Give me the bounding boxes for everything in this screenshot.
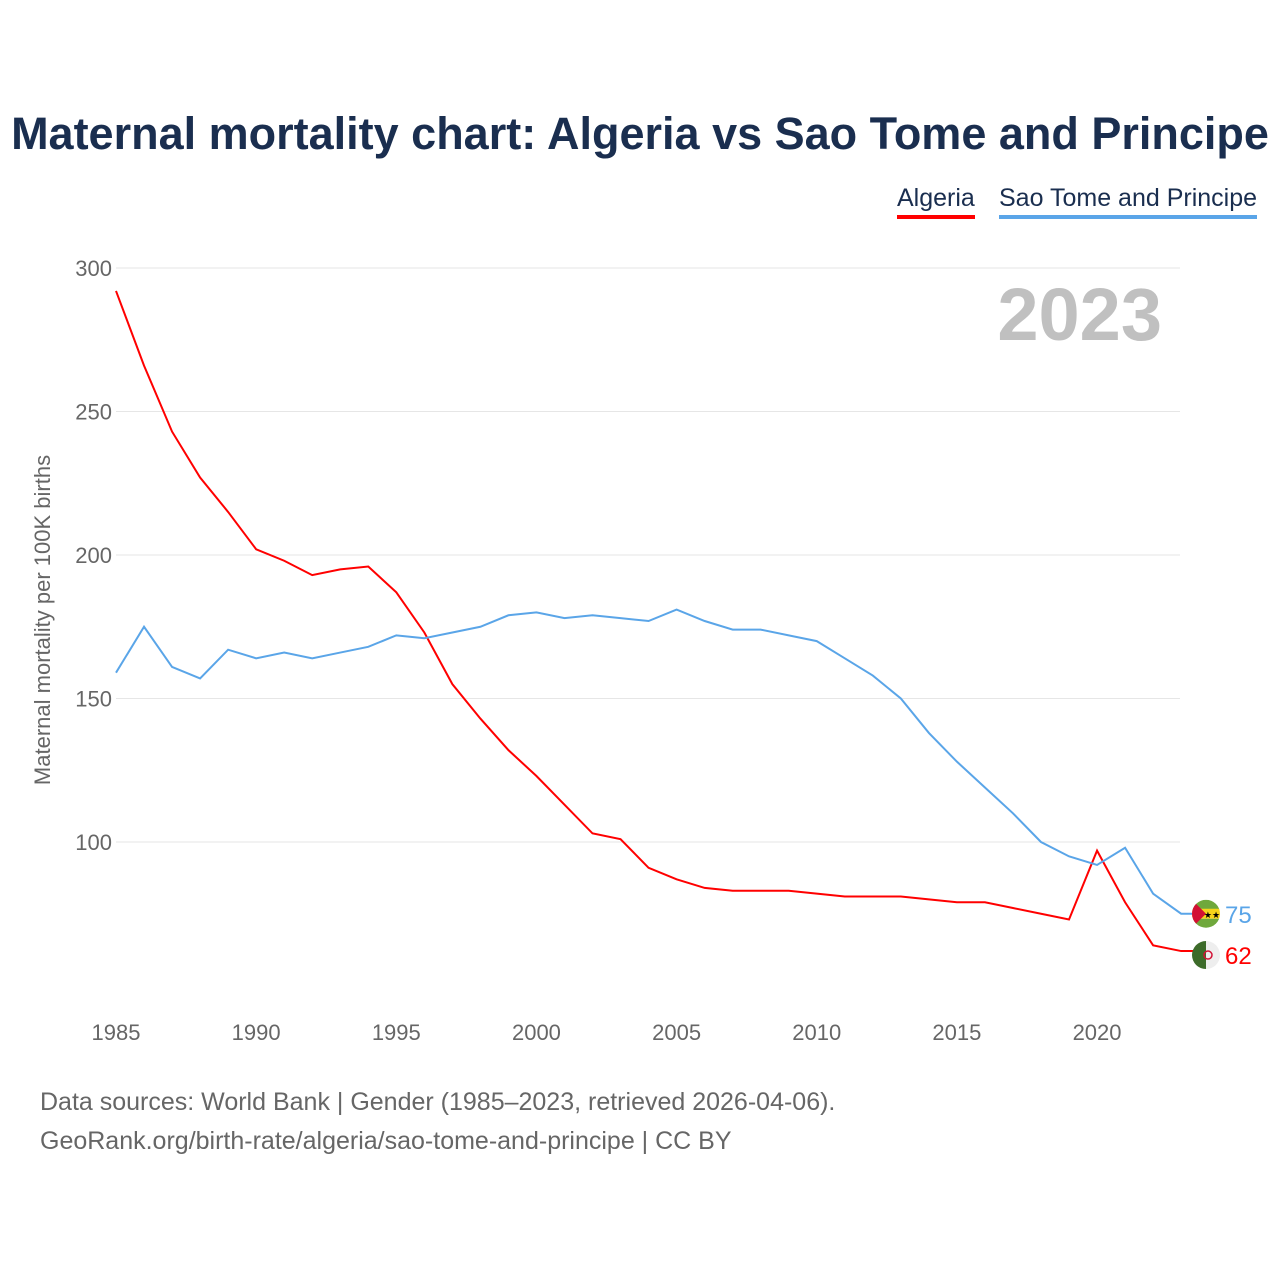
x-tick-label: 1985 (92, 1020, 141, 1045)
y-tick-label: 300 (75, 256, 112, 281)
chart-title: Maternal mortality chart: Algeria vs Sao… (11, 108, 1269, 159)
end-value-label: 75 (1225, 902, 1252, 929)
x-tick-label: 2015 (932, 1020, 981, 1045)
y-tick-label: 250 (75, 400, 112, 425)
x-tick-label: 2010 (792, 1020, 841, 1045)
series-line-algeria (115, 290, 1200, 953)
legend-sao-tome[interactable]: Sao Tome and Principe (999, 184, 1258, 219)
source-line-2[interactable]: GeoRank.org/birth-rate/algeria/sao-tome-… (40, 1127, 732, 1155)
algeria-flag-icon (1192, 941, 1220, 970)
y-axis-label: Maternal mortality per 100K births (30, 455, 55, 785)
x-tick-label: 1990 (232, 1020, 281, 1045)
end-value-label: 62 (1225, 943, 1252, 970)
svg-text:★★: ★★ (1204, 910, 1220, 920)
y-tick-label: 150 (75, 687, 112, 712)
year-label: 2023 (997, 273, 1162, 356)
x-tick-label: 2000 (512, 1020, 561, 1045)
series-line-sao-tome (115, 608, 1200, 915)
legend-algeria[interactable]: Algeria (897, 184, 975, 219)
y-tick-label: 200 (75, 543, 112, 568)
sao-tome-flag-icon: ★★ (1192, 899, 1220, 928)
x-tick-label: 2020 (1073, 1020, 1122, 1045)
y-tick-label: 100 (75, 830, 112, 855)
x-tick-label: 2005 (652, 1020, 701, 1045)
source-line-1: Data sources: World Bank | Gender (1985–… (40, 1088, 836, 1116)
x-tick-label: 1995 (372, 1020, 421, 1045)
